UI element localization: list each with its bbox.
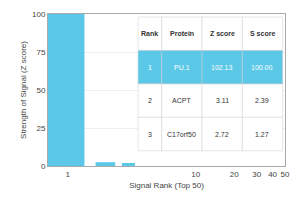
- svg-text:Protein: Protein: [170, 30, 194, 37]
- svg-text:S score: S score: [250, 30, 275, 37]
- svg-text:40: 40: [268, 170, 277, 179]
- svg-text:1: 1: [148, 64, 152, 71]
- svg-text:C17orf50: C17orf50: [167, 131, 196, 138]
- svg-text:2.39: 2.39: [255, 97, 269, 104]
- svg-text:25: 25: [36, 124, 45, 133]
- svg-text:102.13: 102.13: [211, 64, 233, 71]
- svg-text:2.72: 2.72: [215, 131, 229, 138]
- svg-text:30: 30: [252, 170, 261, 179]
- svg-text:3.11: 3.11: [216, 97, 229, 104]
- svg-text:3: 3: [148, 131, 152, 138]
- svg-text:1: 1: [66, 170, 71, 179]
- svg-text:ACPT: ACPT: [172, 97, 191, 104]
- svg-text:20: 20: [230, 170, 239, 179]
- svg-text:Strength of Signal (Z score): Strength of Signal (Z score): [19, 41, 28, 139]
- svg-text:Rank: Rank: [141, 30, 158, 37]
- svg-text:75: 75: [36, 48, 45, 57]
- svg-text:50: 50: [36, 86, 45, 95]
- svg-text:PU.1: PU.1: [174, 64, 190, 71]
- svg-text:100.00: 100.00: [251, 64, 273, 71]
- svg-text:0: 0: [41, 162, 46, 171]
- svg-text:Signal Rank (Top 50): Signal Rank (Top 50): [129, 181, 204, 190]
- svg-text:2: 2: [148, 97, 152, 104]
- svg-text:10: 10: [191, 170, 200, 179]
- svg-text:Z score: Z score: [210, 30, 235, 37]
- svg-text:100: 100: [32, 10, 46, 19]
- svg-text:50: 50: [281, 170, 290, 179]
- svg-text:1.27: 1.27: [255, 131, 269, 138]
